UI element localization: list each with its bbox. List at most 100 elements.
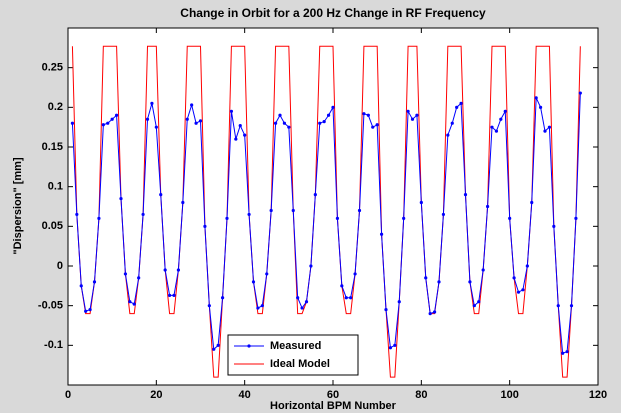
point xyxy=(150,101,154,105)
point xyxy=(516,290,521,294)
point xyxy=(357,208,362,213)
point xyxy=(159,193,163,197)
point xyxy=(114,113,119,117)
point xyxy=(490,125,494,129)
point xyxy=(185,117,189,121)
x-tick-label: 40 xyxy=(239,389,251,401)
point xyxy=(485,204,490,209)
point xyxy=(349,296,353,300)
point xyxy=(384,308,388,312)
point xyxy=(388,346,393,350)
point xyxy=(375,123,379,127)
point xyxy=(503,109,507,113)
point xyxy=(344,296,348,300)
y-tick-label: 0.05 xyxy=(42,220,63,232)
point xyxy=(366,113,370,117)
point xyxy=(154,125,158,129)
point xyxy=(79,284,83,288)
point xyxy=(278,113,282,117)
point xyxy=(313,193,317,197)
x-tick-label: 20 xyxy=(150,389,162,401)
point xyxy=(521,288,525,292)
point xyxy=(296,296,300,300)
point xyxy=(353,272,357,276)
point xyxy=(70,121,75,125)
point xyxy=(92,280,97,284)
point xyxy=(145,117,150,121)
x-tick-label: 0 xyxy=(65,389,71,401)
point xyxy=(260,304,264,308)
point xyxy=(318,121,322,125)
legend-label: Measured xyxy=(270,340,321,352)
point xyxy=(543,129,547,133)
point xyxy=(273,121,278,125)
legend-box xyxy=(227,334,359,376)
point xyxy=(265,272,269,276)
point xyxy=(181,200,185,205)
point xyxy=(397,300,401,304)
y-tick-label: 0 xyxy=(57,260,63,272)
point xyxy=(499,117,503,121)
point xyxy=(561,351,565,355)
point xyxy=(110,117,114,121)
point xyxy=(481,268,485,272)
point xyxy=(256,306,260,310)
point xyxy=(534,96,538,100)
point xyxy=(322,120,326,124)
y-tick-label: -0.1 xyxy=(44,339,63,351)
point xyxy=(198,119,203,123)
point xyxy=(552,224,556,228)
point xyxy=(132,302,136,306)
point xyxy=(512,276,516,280)
point xyxy=(379,232,384,236)
point xyxy=(194,121,198,125)
point xyxy=(88,308,92,312)
point xyxy=(216,343,220,347)
plot-area xyxy=(68,28,598,385)
point xyxy=(300,306,304,310)
point xyxy=(525,264,529,268)
point xyxy=(450,121,454,125)
point xyxy=(424,276,428,280)
point xyxy=(477,300,481,304)
y-axis-label: "Dispersion" [mm] xyxy=(12,157,24,255)
point xyxy=(455,105,459,109)
point xyxy=(574,216,578,220)
point xyxy=(468,280,472,284)
point xyxy=(251,280,256,284)
point xyxy=(410,117,415,121)
point xyxy=(578,91,582,95)
y-tick-label: -0.05 xyxy=(38,300,63,312)
point xyxy=(556,304,560,308)
point xyxy=(287,125,291,129)
point xyxy=(163,268,167,272)
point xyxy=(101,123,105,127)
point xyxy=(463,193,468,197)
point xyxy=(494,129,499,133)
x-tick-label: 60 xyxy=(327,389,339,401)
point xyxy=(335,216,340,220)
legend-label: Ideal Model xyxy=(270,358,330,370)
point xyxy=(441,212,446,217)
legend: Measured Ideal Model xyxy=(227,334,359,376)
point xyxy=(238,123,242,128)
point xyxy=(362,112,366,116)
x-axis-label: Horizontal BPM Number xyxy=(270,400,397,412)
point xyxy=(269,208,273,213)
point xyxy=(123,272,128,276)
point xyxy=(406,109,410,113)
point xyxy=(176,268,181,272)
point xyxy=(119,196,123,201)
y-tick-label: 0.2 xyxy=(48,101,63,113)
point xyxy=(508,216,512,220)
y-tick-label: 0.1 xyxy=(48,181,63,193)
chart-title: Change in Orbit for a 200 Hz Change in R… xyxy=(180,6,486,20)
point xyxy=(547,125,552,129)
point xyxy=(432,310,437,314)
legend-marker xyxy=(247,344,251,348)
x-tick-label: 100 xyxy=(500,389,518,401)
point xyxy=(212,347,216,351)
point xyxy=(128,300,132,304)
point xyxy=(565,350,569,354)
point xyxy=(326,113,331,117)
